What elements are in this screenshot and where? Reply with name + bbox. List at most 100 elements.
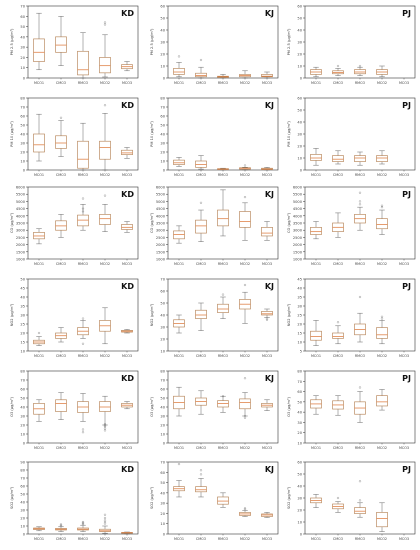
panel-pj-4: 10 20 30 40 50 60 70 80 O3 (μg/m³) PJ MCO1 CMCO RMCO… <box>287 370 416 450</box>
x-tick-label: MCO3 <box>399 537 409 541</box>
outlier-point <box>81 197 85 200</box>
y-tick-label: 4500 <box>156 207 166 211</box>
box-mco1 <box>173 314 185 334</box>
site-label: KJ <box>265 282 274 291</box>
x-tick-label: MCO1 <box>34 446 44 450</box>
outlier-point <box>380 206 384 209</box>
x-tick-label: MCO2 <box>377 173 387 177</box>
box-mco1 <box>33 12 45 71</box>
box-iqr <box>77 50 89 76</box>
outlier-point <box>243 377 247 380</box>
box-iqr <box>332 332 344 339</box>
outlier-point <box>358 203 362 206</box>
box-cmco <box>55 116 67 157</box>
outlier-point <box>59 524 63 527</box>
y-tick-label: 10 <box>20 66 25 70</box>
site-label: KD <box>121 9 134 18</box>
x-tick-label: MCO3 <box>399 81 409 85</box>
box-iqr <box>261 74 273 78</box>
box-iqr <box>354 507 366 514</box>
x-tick-label: CMCO <box>196 81 207 85</box>
outlier-point <box>199 473 203 476</box>
y-tick-label: 45 <box>20 287 25 291</box>
x-tick-label: RMCO <box>218 446 229 450</box>
outlier-point <box>103 423 107 426</box>
box-iqr <box>195 160 207 168</box>
x-tick-label: MCO3 <box>262 262 272 266</box>
y-tick-label: 1500 <box>156 250 166 254</box>
y-axis-label: PM 2.5 (μg/m³) <box>287 28 291 55</box>
panel-kj-2: 1000 1500 2000 2500 3000 3500 4000 4500 5000 5500… <box>150 186 279 266</box>
y-tick-label: 5500 <box>156 193 166 197</box>
x-tick-label: MCO1 <box>311 537 321 541</box>
y-tick-label: 70 <box>160 379 165 383</box>
y-tick-label: 50 <box>160 481 165 485</box>
x-tick-label: MCO2 <box>377 537 387 541</box>
box-mco2 <box>99 104 111 171</box>
y-tick-label: 10 <box>20 160 25 164</box>
box-iqr <box>195 309 207 319</box>
x-tick-label: MCO3 <box>262 537 272 541</box>
x-tick-label: MCO2 <box>100 81 110 85</box>
panel-pj-5: 0 10 20 30 40 50 60 SO2 (μg/m³) PJ MCO1 CMCO RMCO MC… <box>287 461 416 541</box>
y-tick-label: 10 <box>160 65 165 69</box>
box-mco1 <box>33 228 45 245</box>
y-tick-label: 50 <box>297 400 302 404</box>
y-tick-label: 60 <box>20 388 25 392</box>
x-tick-label: MCO3 <box>399 173 409 177</box>
y-tick-label: 5000 <box>16 200 26 204</box>
y-tick-label: 25 <box>20 323 25 327</box>
box-mco3 <box>261 221 273 241</box>
y-tick-label: 70 <box>160 461 165 465</box>
x-tick-label: CMCO <box>56 446 67 450</box>
x-tick-label: RMCO <box>355 81 366 85</box>
x-tick-label: MCO1 <box>311 446 321 450</box>
y-tick-label: 0 <box>23 442 26 446</box>
site-label: PJ <box>402 9 411 18</box>
site-label: PJ <box>402 374 411 383</box>
box-mco3 <box>261 308 273 321</box>
y-tick-label: 2500 <box>16 236 26 240</box>
site-label: KJ <box>265 101 274 110</box>
box-iqr <box>55 135 67 149</box>
y-tick-label: 70 <box>297 380 302 384</box>
outlier-point <box>336 496 340 500</box>
x-tick-label: MCO1 <box>311 262 321 266</box>
y-axis-label: PM 2.5 (μg/m³) <box>10 28 14 55</box>
outlier-point <box>103 516 107 520</box>
box-iqr <box>55 399 67 412</box>
y-tick-label: 50 <box>20 278 25 282</box>
y-tick-label: 50 <box>160 397 165 401</box>
y-tick-label: 70 <box>20 5 25 9</box>
x-tick-label: MCO2 <box>100 173 110 177</box>
y-tick-label: 20 <box>297 145 302 149</box>
y-tick-label: 10 <box>160 433 165 437</box>
box-mco1 <box>173 462 185 498</box>
box-iqr <box>77 140 89 169</box>
site-label: KD <box>121 282 134 291</box>
y-tick-label: 60 <box>160 471 165 475</box>
y-tick-label: 10 <box>20 525 25 529</box>
plot-frame <box>167 97 279 171</box>
y-tick-label: 50 <box>297 473 302 477</box>
box-cmco <box>195 390 207 415</box>
x-tick-label: RMCO <box>355 446 366 450</box>
outlier-point <box>380 315 384 318</box>
outlier-point <box>199 201 203 204</box>
x-tick-label: RMCO <box>355 173 366 177</box>
y-tick-label: 45 <box>297 278 302 282</box>
site-label: PJ <box>402 465 411 474</box>
y-tick-label: 60 <box>160 5 165 9</box>
x-tick-label: MCO2 <box>377 81 387 85</box>
box-mco2 <box>376 502 388 532</box>
box-iqr <box>33 38 45 62</box>
y-tick-label: 20 <box>20 56 25 60</box>
site-label: KJ <box>265 190 274 199</box>
box-iqr <box>195 72 207 78</box>
box-mco2 <box>99 513 111 534</box>
y-tick-label: 6000 <box>16 186 26 190</box>
x-tick-label: CMCO <box>56 81 67 85</box>
y-tick-label: 10 <box>20 350 25 354</box>
y-tick-label: 35 <box>20 305 25 309</box>
